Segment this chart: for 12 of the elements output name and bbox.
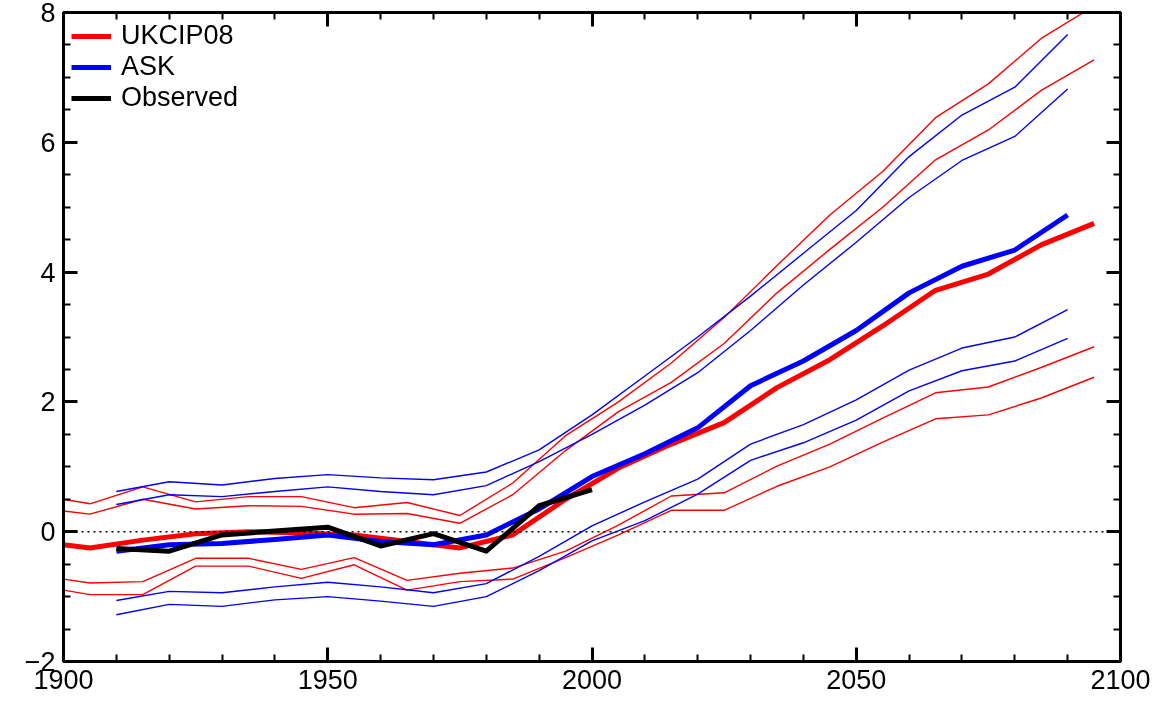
x-tick-label: 2100 bbox=[1090, 664, 1151, 695]
y-tick-label: 8 bbox=[40, 0, 56, 28]
legend-label: UKCIP08 bbox=[121, 20, 234, 51]
x-tick-label: 1950 bbox=[297, 664, 358, 695]
y-tick-label: 6 bbox=[40, 127, 56, 158]
legend-label: ASK bbox=[121, 51, 176, 82]
y-tick-label: 2 bbox=[40, 387, 56, 418]
x-tick-label: 2000 bbox=[561, 664, 623, 695]
y-tick-label: 4 bbox=[40, 257, 56, 288]
y-tick-label: 0 bbox=[40, 517, 56, 548]
x-tick-label: 2050 bbox=[826, 664, 887, 695]
legend-label: Observed bbox=[121, 82, 239, 113]
